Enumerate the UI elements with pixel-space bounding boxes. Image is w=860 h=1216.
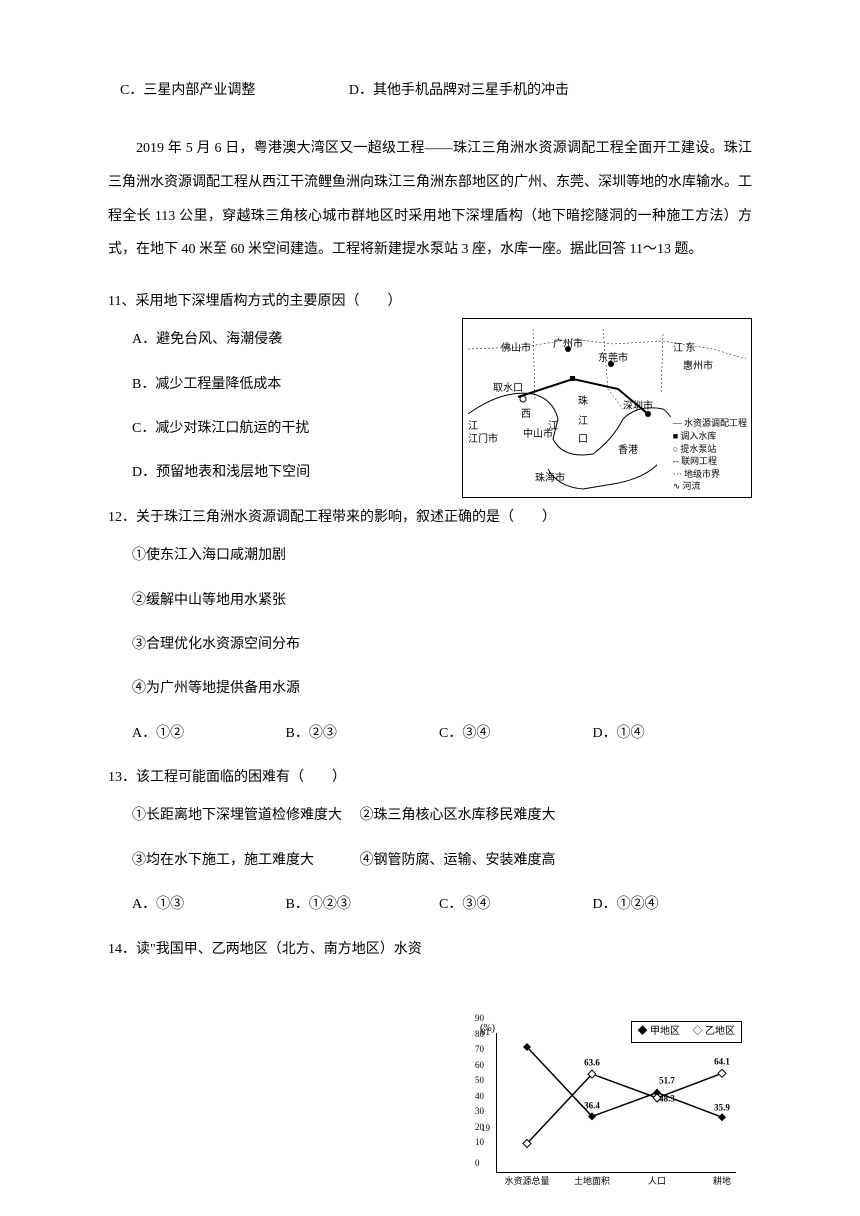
xtick-1: 水资源总量 <box>504 1174 549 1188</box>
label-b2: 63.6 <box>584 1056 600 1070</box>
label-a4: 35.9 <box>714 1101 730 1115</box>
label-a3: 51.7 <box>659 1074 675 1088</box>
q13-opt-c: C．③④ <box>439 894 589 916</box>
ytick-70: 70 <box>475 1042 484 1056</box>
city-shenzhen: 深圳市 <box>623 399 653 415</box>
label-jiang2: 江 <box>578 414 588 430</box>
city-guangzhou: 广州市 <box>553 337 583 353</box>
q13-opt-a: A．①③ <box>132 894 282 916</box>
label-xi: 西 <box>521 407 531 423</box>
ytick-60: 60 <box>475 1057 484 1071</box>
xtick-3: 人口 <box>648 1174 666 1188</box>
q11-opt-b: B．减少工程量降低成本 <box>132 374 468 396</box>
q13-opt-d: D．①②④ <box>593 894 743 916</box>
q13-s1: ①长距离地下深埋管道检修难度大 <box>132 808 342 823</box>
chart-axes: 0 10 19 20 30 40 50 60 70 80 81 90 水资源总量… <box>496 1033 736 1173</box>
xtick-4: 耕地 <box>713 1174 731 1188</box>
passage-text: 2019 年 5 月 6 日，粤港澳大湾区又一超级工程——珠江三角洲水资源调配工… <box>108 132 752 266</box>
q12-opt-a: A．①② <box>132 723 282 745</box>
q11-stem: 11、采用地下深埋盾构方式的主要原因（ ） <box>108 291 468 313</box>
q12-s1: ①使东江入海口咸潮加剧 <box>132 545 752 567</box>
legend-item-1: — 水资源调配工程 <box>657 417 747 430</box>
city-hongkong: 香港 <box>618 443 638 459</box>
question-12: 12．关于珠江三角洲水资源调配工程带来的影响，叙述正确的是（ ） ①使东江入海口… <box>108 507 752 745</box>
q13-s4: ④钢管防腐、运输、安装难度高 <box>360 853 556 868</box>
label-b4: 64.1 <box>714 1055 730 1069</box>
question-14: 14．读"我国甲、乙两地区（北方、南方地区）水资 <box>108 939 458 961</box>
q12-options-row: A．①② B．②③ C．③④ D．①④ <box>132 723 752 745</box>
city-dongguan: 东莞市 <box>598 351 628 367</box>
ytick-81: 81 <box>481 1025 490 1039</box>
label-qushuikou: 取水口 <box>493 381 523 397</box>
city-zhongshan: 中山市 <box>523 427 553 443</box>
legend-item-2: ■ 调入水库 <box>657 430 747 443</box>
q11-opt-c: C．减少对珠江口航运的干扰 <box>132 418 468 440</box>
q12-s4: ④为广州等地提供备用水源 <box>132 678 752 700</box>
ytick-10: 10 <box>475 1135 484 1149</box>
city-foshan: 佛山市 <box>501 341 531 357</box>
label-zhu: 珠 <box>578 394 588 410</box>
map-figure: 佛山市 广州市 东莞市 江 东 惠州市 深圳市 取水口 西 江 珠 江 口 中山… <box>462 318 752 498</box>
q10-option-c: C．三星内部产业调整 <box>120 80 255 102</box>
q11-opt-d: D．预留地表和浅层地下空间 <box>132 462 468 484</box>
q10-options: C．三星内部产业调整 D．其他手机品牌对三星手机的冲击 <box>108 80 752 102</box>
legend-item-5: ··· 地级市界 <box>657 468 747 481</box>
q13-s-row2: ③均在水下施工，施工难度大 ④钢管防腐、运输、安装难度高 <box>132 850 752 872</box>
q12-opt-d: D．①④ <box>593 723 743 745</box>
city-zhuhai: 珠海市 <box>535 471 565 487</box>
ytick-30: 30 <box>475 1104 484 1118</box>
chart-figure: (%) ◆ 甲地区 ◇ 乙地区 0 10 19 20 30 40 50 60 7… <box>472 1021 752 1196</box>
legend-item-3: ○ 提水泵站 <box>657 443 747 456</box>
q13-options-row: A．①③ B．①②③ C．③④ D．①②④ <box>132 894 752 916</box>
legend-item-6: ∿ 河流 <box>657 480 747 493</box>
q14-stem: 14．读"我国甲、乙两地区（北方、南方地区）水资 <box>108 939 458 961</box>
q12-stem: 12．关于珠江三角洲水资源调配工程带来的影响，叙述正确的是（ ） <box>108 507 752 529</box>
map-legend: — 水资源调配工程 ■ 调入水库 ○ 提水泵站 -- 联网工程 ··· 地级市界… <box>657 417 747 493</box>
ytick-40: 40 <box>475 1088 484 1102</box>
q13-s2: ②珠三角核心区水库移民难度大 <box>360 808 556 823</box>
q11-opt-a: A．避免台风、海潮侵袭 <box>132 329 468 351</box>
q12-opt-c: C．③④ <box>439 723 589 745</box>
q10-option-d: D．其他手机品牌对三星手机的冲击 <box>349 80 569 102</box>
ytick-50: 50 <box>475 1073 484 1087</box>
xtick-2: 土地面积 <box>574 1174 610 1188</box>
ytick-0: 0 <box>475 1155 480 1169</box>
question-11: 11、采用地下深埋盾构方式的主要原因（ ） A．避免台风、海潮侵袭 B．减少工程… <box>108 291 468 485</box>
q13-s-row1: ①长距离地下深埋管道检修难度大 ②珠三角核心区水库移民难度大 <box>132 805 752 827</box>
label-a2: 36.4 <box>584 1099 600 1113</box>
chart-lines <box>497 1033 737 1173</box>
question-13: 13．该工程可能面临的困难有（ ） ①长距离地下深埋管道检修难度大 ②珠三角核心… <box>108 767 752 917</box>
q12-s3: ③合理优化水资源空间分布 <box>132 634 752 656</box>
legend-item-4: -- 联网工程 <box>657 455 747 468</box>
q13-stem: 13．该工程可能面临的困难有（ ） <box>108 767 752 789</box>
q13-s3: ③均在水下施工，施工难度大 <box>132 853 314 868</box>
label-kou: 口 <box>578 432 588 448</box>
ytick-90: 90 <box>475 1011 484 1025</box>
q12-opt-b: B．②③ <box>286 723 436 745</box>
city-huizhou: 惠州市 <box>683 359 713 375</box>
ytick-20: 20 <box>475 1119 484 1133</box>
city-jiangmen-b: 江门市 <box>468 432 498 448</box>
city-dongjiang: 江 东 <box>673 341 696 357</box>
label-b3: 48.3 <box>659 1092 675 1106</box>
q13-opt-b: B．①②③ <box>286 894 436 916</box>
q12-s2: ②缓解中山等地用水紧张 <box>132 590 752 612</box>
